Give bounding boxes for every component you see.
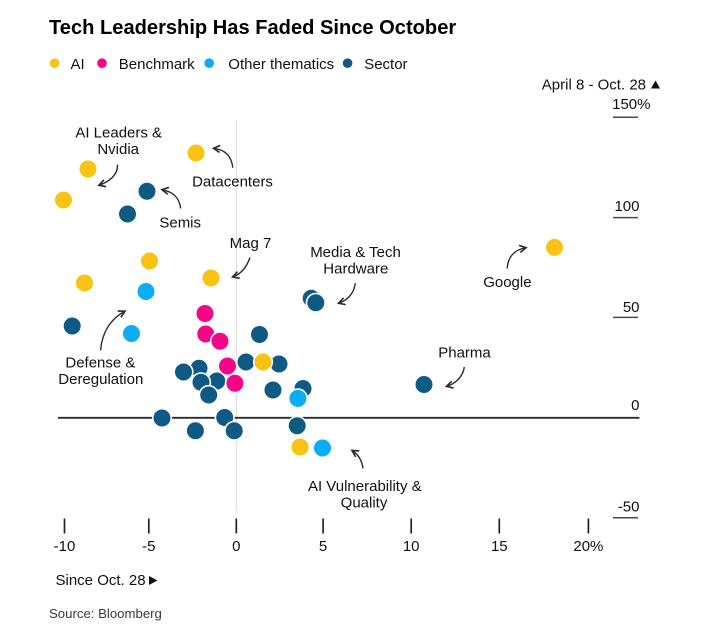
svg-text:Nvidia: Nvidia: [97, 141, 139, 158]
svg-text:15: 15: [491, 538, 508, 555]
svg-text:Mag 7: Mag 7: [230, 235, 272, 252]
svg-text:Media & Tech: Media & Tech: [310, 244, 401, 261]
svg-text:10: 10: [403, 538, 420, 555]
svg-text:Tech Leadership Has Faded Sinc: Tech Leadership Has Faded Since October: [49, 17, 456, 39]
svg-text:AI Vulnerability &: AI Vulnerability &: [308, 478, 422, 495]
svg-text:AI: AI: [71, 56, 85, 73]
svg-text:Hardware: Hardware: [323, 260, 388, 277]
svg-text:-10: -10: [54, 538, 76, 555]
svg-text:Defense &: Defense &: [65, 354, 135, 371]
svg-text:Deregulation: Deregulation: [58, 371, 143, 388]
svg-text:Since Oct. 28: Since Oct. 28: [56, 572, 146, 589]
svg-text:Google: Google: [483, 274, 531, 291]
svg-text:Semis: Semis: [159, 215, 201, 232]
svg-text:Pharma: Pharma: [438, 345, 491, 362]
svg-text:-50: -50: [618, 498, 640, 515]
svg-text:Benchmark: Benchmark: [119, 56, 195, 73]
svg-text:Other thematics: Other thematics: [228, 56, 334, 73]
svg-text:50: 50: [623, 299, 640, 316]
svg-text:100: 100: [614, 198, 639, 215]
svg-text:Sector: Sector: [364, 56, 407, 73]
svg-text:Datacenters: Datacenters: [192, 174, 273, 191]
svg-text:April 8 - Oct. 28: April 8 - Oct. 28: [542, 76, 646, 93]
svg-text:20%: 20%: [573, 538, 603, 555]
svg-text:-5: -5: [142, 538, 155, 555]
svg-text:0: 0: [631, 397, 639, 414]
svg-text:0: 0: [232, 538, 240, 555]
svg-text:AI Leaders &: AI Leaders &: [75, 125, 162, 142]
svg-text:5: 5: [319, 538, 327, 555]
svg-text:Source: Bloomberg: Source: Bloomberg: [49, 606, 162, 621]
svg-text:Quality: Quality: [341, 495, 388, 512]
svg-text:150%: 150%: [612, 96, 650, 113]
